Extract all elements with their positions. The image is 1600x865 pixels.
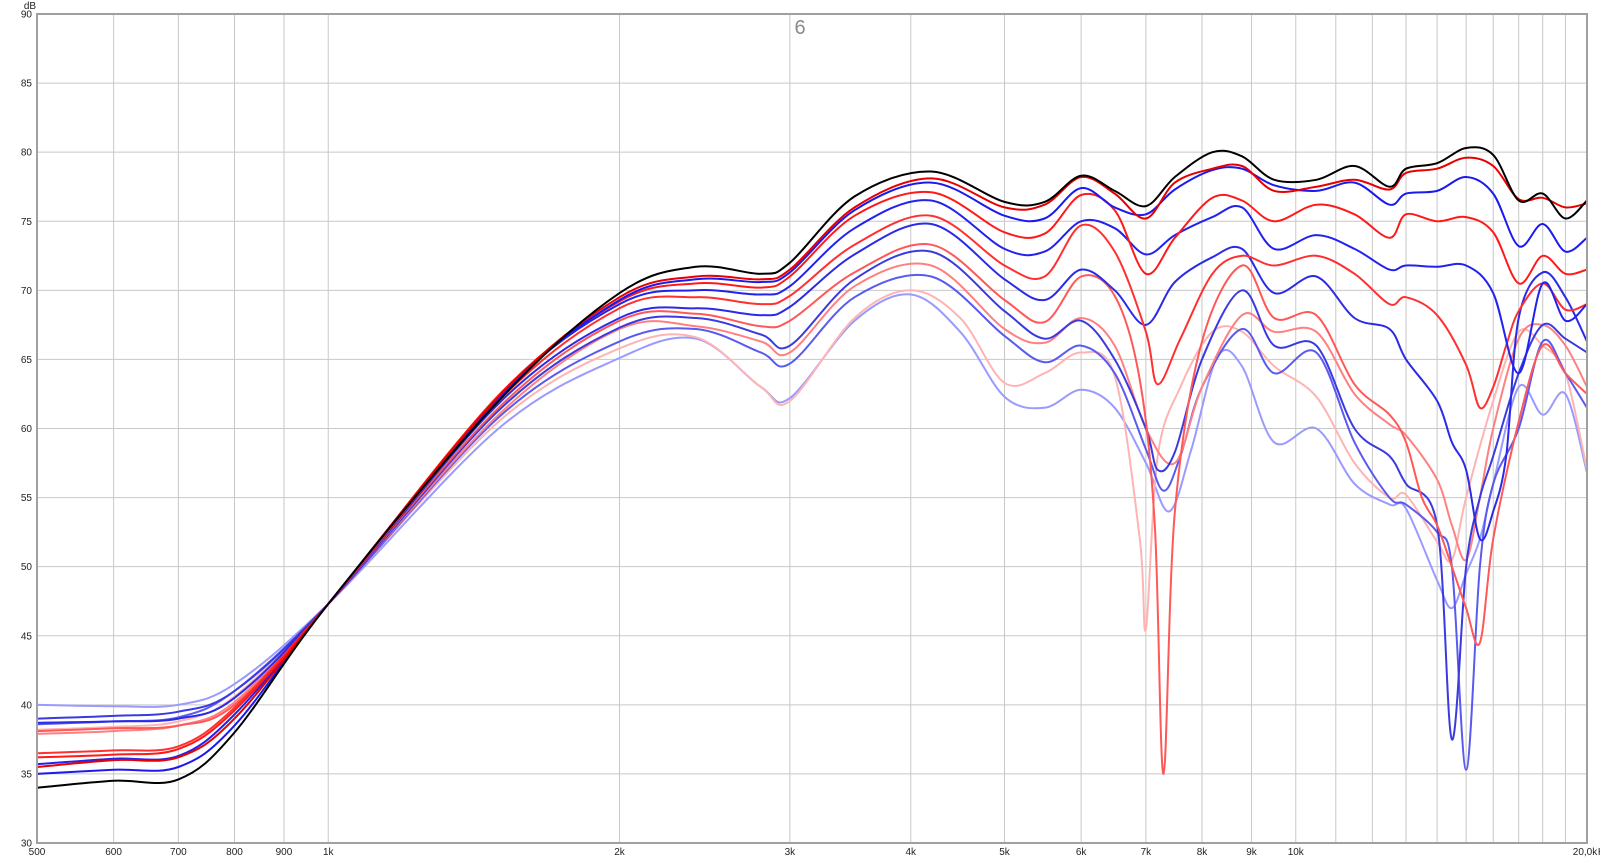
- y-tick-label: 35: [21, 769, 33, 780]
- x-tick-label: 600: [105, 847, 122, 858]
- y-tick-label: 30: [21, 839, 33, 850]
- x-tick-label: 10k: [1288, 847, 1305, 858]
- plot-frame: [36, 13, 1588, 844]
- x-tick-label: 900: [276, 847, 293, 858]
- x-tick-label: 1k: [323, 847, 335, 858]
- series-line: [36, 249, 1588, 741]
- x-tick-label: 9k: [1246, 847, 1258, 858]
- x-tick-label: 8k: [1197, 847, 1209, 858]
- y-tick-label: 60: [21, 424, 33, 435]
- x-tick-label: 20,0k: [1573, 847, 1598, 858]
- x-tick-label: 700: [170, 847, 187, 858]
- y-tick-label: 75: [21, 217, 33, 228]
- y-tick-label: 90: [21, 10, 33, 21]
- series-line: [36, 146, 1588, 789]
- x-tick-label: 500: [29, 847, 46, 858]
- y-tick-label: 85: [21, 79, 33, 90]
- x-tick-label: 5k: [999, 847, 1011, 858]
- y-tick-label: 65: [21, 355, 33, 366]
- y-tick-label: 50: [21, 562, 33, 573]
- series-line: [36, 243, 1588, 775]
- y-tick-label: 45: [21, 631, 33, 642]
- axis-layer: 30 35 40 45 50 55 60 65 70 75 80 85 90 500 600 700 800 90…: [21, 10, 1600, 859]
- y-tick-label: 80: [21, 148, 33, 159]
- x-tick-label: 4k: [905, 847, 917, 858]
- y-axis-unit-label: dB: [24, 1, 37, 12]
- x-tick-label: 6k: [1076, 847, 1088, 858]
- x-tick-label: 2k: [614, 847, 626, 858]
- x-tick-label: 800: [226, 847, 243, 858]
- chart-title: 6: [794, 17, 805, 39]
- series-layer: [36, 146, 1588, 789]
- x-tick-label: 7k: [1141, 847, 1153, 858]
- y-tick-label: 55: [21, 493, 33, 504]
- x-tick-label: 3k: [785, 847, 797, 858]
- series-line: [36, 222, 1588, 724]
- x-axis-unit-label: Hz: [1598, 847, 1600, 858]
- series-line: [36, 273, 1588, 771]
- y-tick-label: 70: [21, 286, 33, 297]
- grid-layer: [36, 13, 1588, 844]
- y-tick-label: 40: [21, 700, 33, 711]
